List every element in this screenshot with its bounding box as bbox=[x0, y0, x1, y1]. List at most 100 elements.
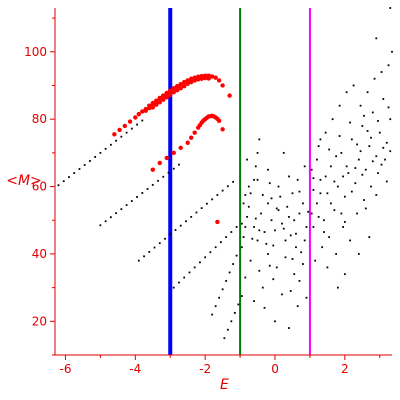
black-point bbox=[286, 205, 289, 208]
black-point bbox=[349, 121, 351, 124]
black-point bbox=[364, 168, 367, 171]
black-point bbox=[375, 37, 378, 40]
red-point bbox=[164, 91, 169, 96]
red-point bbox=[197, 123, 203, 128]
black-point bbox=[326, 192, 329, 195]
black-point bbox=[316, 202, 318, 205]
black-point bbox=[172, 286, 175, 289]
black-point bbox=[158, 242, 161, 245]
black-point bbox=[284, 239, 287, 242]
black-point bbox=[328, 148, 331, 151]
black-point bbox=[310, 212, 313, 215]
black-point bbox=[267, 202, 269, 205]
black-point bbox=[382, 98, 385, 100]
black-point bbox=[263, 306, 266, 309]
black-point bbox=[316, 158, 318, 161]
black-point bbox=[328, 236, 331, 238]
black-point bbox=[391, 50, 393, 53]
black-point bbox=[164, 237, 166, 240]
black-point bbox=[230, 320, 233, 323]
black-point bbox=[204, 256, 207, 259]
x-tick-label: 0 bbox=[271, 362, 279, 376]
black-point bbox=[211, 313, 214, 316]
black-point bbox=[73, 172, 76, 174]
black-point bbox=[148, 251, 151, 253]
black-point bbox=[319, 192, 322, 195]
black-point bbox=[225, 279, 228, 282]
black-point bbox=[380, 163, 383, 166]
black-point bbox=[240, 246, 243, 249]
black-point bbox=[167, 171, 170, 174]
red-point bbox=[185, 78, 190, 83]
black-point bbox=[340, 212, 343, 215]
red-point bbox=[215, 219, 220, 225]
red-point bbox=[209, 74, 215, 79]
black-point bbox=[120, 135, 123, 138]
black-point bbox=[235, 226, 238, 228]
black-point bbox=[366, 91, 369, 94]
black-point bbox=[354, 167, 357, 169]
black-point bbox=[258, 229, 261, 232]
red-point bbox=[220, 83, 225, 88]
red-point bbox=[147, 105, 152, 111]
black-point bbox=[157, 179, 159, 182]
black-point bbox=[104, 220, 107, 223]
red-point bbox=[182, 79, 187, 85]
black-point bbox=[282, 227, 285, 230]
black-point bbox=[274, 229, 276, 232]
red-point bbox=[188, 76, 194, 81]
black-point bbox=[291, 192, 294, 195]
black-point bbox=[137, 259, 140, 262]
black-point bbox=[268, 264, 271, 267]
red-point bbox=[112, 132, 117, 137]
black-point bbox=[349, 239, 351, 242]
red-point bbox=[122, 123, 128, 129]
black-point bbox=[260, 212, 262, 215]
black-point bbox=[389, 118, 392, 121]
black-point bbox=[256, 151, 259, 154]
black-point bbox=[380, 71, 383, 73]
black-point bbox=[324, 175, 327, 178]
black-point bbox=[219, 241, 222, 244]
red-point bbox=[215, 116, 220, 122]
black-point bbox=[104, 147, 107, 150]
black-point bbox=[130, 127, 133, 130]
red-point bbox=[220, 127, 225, 132]
red-point bbox=[206, 76, 211, 81]
red-point bbox=[150, 102, 155, 108]
black-point bbox=[253, 300, 255, 302]
black-point bbox=[136, 196, 138, 198]
red-point bbox=[168, 92, 173, 98]
black-point bbox=[272, 278, 275, 281]
black-point bbox=[178, 281, 180, 284]
black-point bbox=[277, 209, 280, 212]
black-point bbox=[221, 189, 224, 192]
black-point bbox=[371, 160, 374, 163]
red-point bbox=[199, 76, 204, 81]
x-axis-title: E bbox=[220, 377, 229, 393]
black-point bbox=[62, 180, 65, 183]
black-point bbox=[183, 276, 186, 279]
black-point bbox=[221, 288, 224, 291]
black-point bbox=[338, 104, 341, 107]
black-point bbox=[302, 202, 304, 205]
black-point bbox=[233, 311, 236, 314]
black-point bbox=[289, 290, 292, 292]
black-point bbox=[347, 172, 350, 174]
black-point bbox=[368, 145, 371, 148]
red-point bbox=[201, 118, 206, 123]
black-point bbox=[343, 195, 346, 198]
black-point bbox=[361, 125, 364, 127]
black-point bbox=[172, 167, 175, 170]
black-point bbox=[371, 111, 374, 114]
black-point bbox=[274, 320, 276, 323]
black-point bbox=[387, 64, 390, 67]
black-point bbox=[319, 178, 322, 181]
black-point bbox=[162, 175, 165, 178]
black-point bbox=[352, 84, 355, 87]
black-point bbox=[120, 208, 123, 211]
red-point bbox=[150, 167, 155, 172]
black-point bbox=[253, 178, 255, 181]
black-point bbox=[263, 231, 266, 233]
